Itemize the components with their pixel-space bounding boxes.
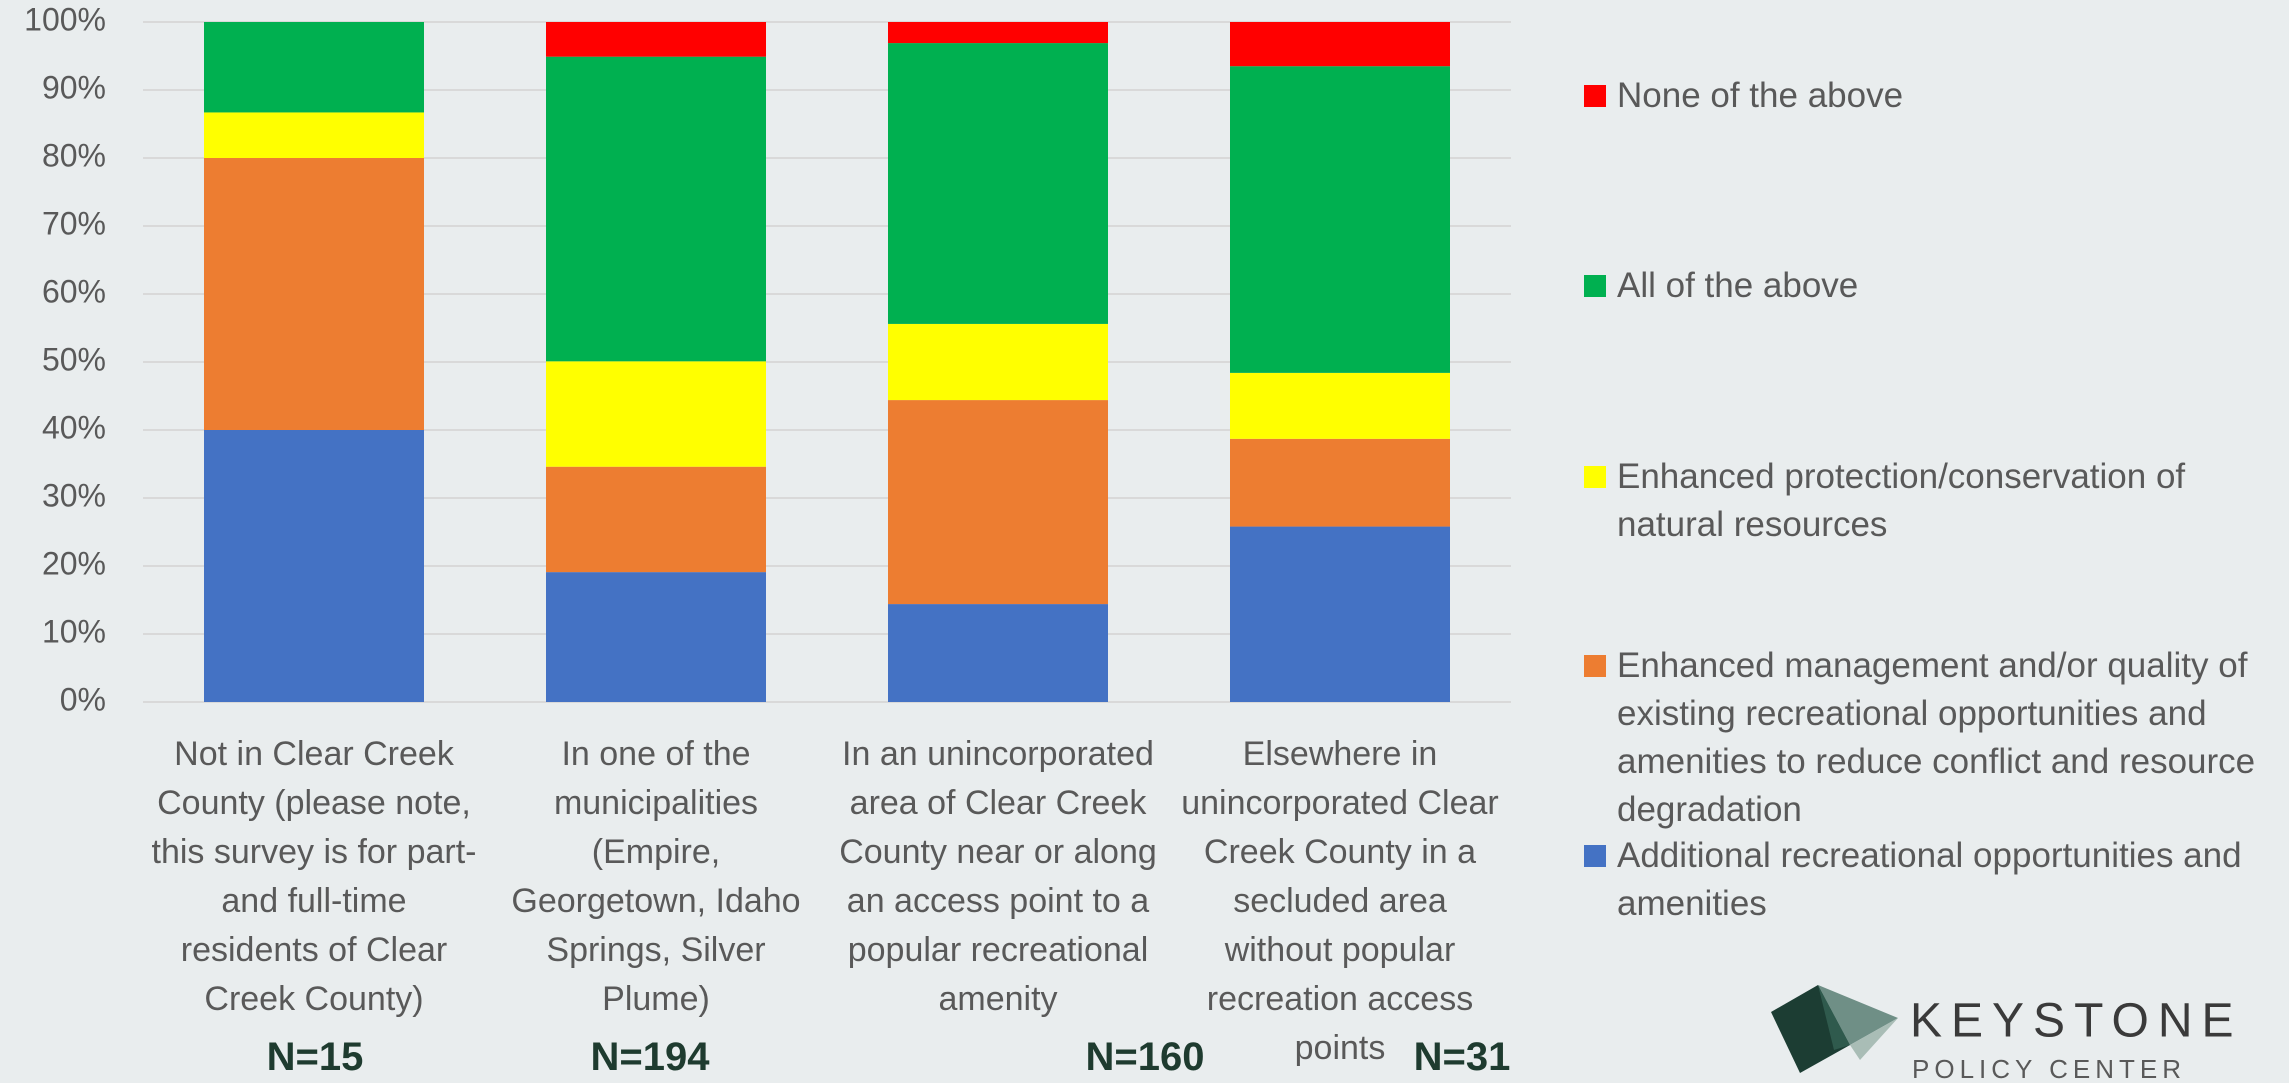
legend-swatch bbox=[1584, 466, 1606, 488]
y-tick-label: 60% bbox=[42, 273, 106, 309]
legend-label: Enhanced management and/or quality of ex… bbox=[1617, 646, 2256, 829]
legend-swatch bbox=[1584, 275, 1606, 297]
bar-segment bbox=[204, 158, 424, 430]
bar-segment bbox=[1230, 22, 1450, 67]
bar-segment bbox=[546, 22, 766, 57]
x-tick-label: Elsewhere in unincorporated Clear Creek … bbox=[1181, 735, 1499, 1067]
bar-segment bbox=[1230, 66, 1450, 373]
bar-segment bbox=[204, 22, 424, 113]
sample-size-label: N=31 bbox=[1413, 1035, 1511, 1079]
bar-segment bbox=[204, 430, 424, 702]
sample-size-label: N=194 bbox=[590, 1035, 710, 1079]
y-tick-label: 70% bbox=[42, 205, 106, 241]
y-tick-label: 40% bbox=[42, 409, 106, 445]
bar-segment bbox=[546, 56, 766, 362]
y-tick-label: 100% bbox=[24, 1, 106, 37]
bar-segment bbox=[546, 572, 766, 702]
bar-segment bbox=[888, 604, 1108, 702]
legend-label: All of the above bbox=[1617, 266, 1859, 305]
sample-size-label: N=15 bbox=[266, 1035, 364, 1079]
legend-label: Additional recreational opportunities an… bbox=[1617, 836, 2242, 923]
bar-segment bbox=[888, 43, 1108, 324]
legend-swatch bbox=[1584, 845, 1606, 867]
legend-swatch bbox=[1584, 655, 1606, 677]
logo-subtitle: POLICY CENTER bbox=[1912, 1054, 2186, 1083]
bar-segment bbox=[888, 323, 1108, 401]
logo-name: KEYSTONE bbox=[1910, 995, 2243, 1048]
y-tick-label: 20% bbox=[42, 545, 106, 581]
bar-segment bbox=[204, 112, 424, 158]
x-tick-label: In an unincorporated area of Clear Creek… bbox=[839, 735, 1157, 1018]
y-tick-label: 10% bbox=[42, 613, 106, 649]
y-tick-label: 80% bbox=[42, 137, 106, 173]
logo-mark bbox=[1771, 985, 1898, 1073]
legend-label: None of the above bbox=[1617, 76, 1904, 115]
bar-segment bbox=[1230, 526, 1450, 702]
bar-segment bbox=[888, 400, 1108, 605]
x-tick-label: Not in Clear Creek County (please note, … bbox=[151, 735, 477, 1018]
y-tick-label: 90% bbox=[42, 69, 106, 105]
x-tick-label: In one of the municipalities (Empire, Ge… bbox=[511, 735, 801, 1018]
bar-segment bbox=[546, 361, 766, 467]
y-tick-label: 30% bbox=[42, 477, 106, 513]
bar-segment bbox=[888, 22, 1108, 44]
bar-segment bbox=[1230, 438, 1450, 527]
bar-segment bbox=[546, 466, 766, 573]
y-tick-label: 0% bbox=[60, 681, 106, 717]
y-tick-label: 50% bbox=[42, 341, 106, 377]
legend-swatch bbox=[1584, 85, 1606, 107]
sample-size-label: N=160 bbox=[1085, 1035, 1205, 1079]
bar-segment bbox=[1230, 372, 1450, 439]
legend-label: Enhanced protection/conservation of natu… bbox=[1617, 457, 2186, 544]
